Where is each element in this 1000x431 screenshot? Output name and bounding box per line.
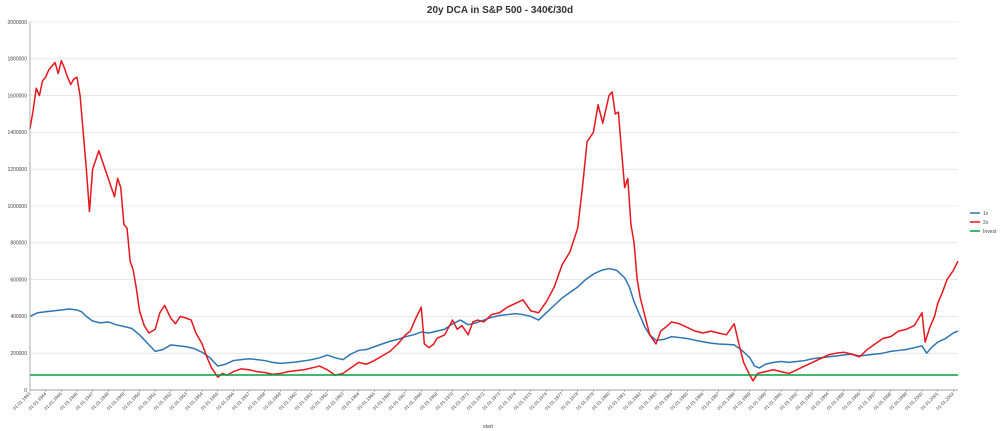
series-line-2x	[29, 59, 959, 382]
y-tick-label: 600000	[10, 277, 27, 283]
y-tick-label: 1400000	[8, 130, 28, 136]
y-tick-label: 1200000	[8, 167, 28, 173]
chart-title: 20y DCA in S&P 500 - 340€/30d	[427, 5, 573, 16]
legend-label: 1x	[983, 211, 989, 217]
y-tick-label: 0	[24, 388, 27, 394]
legend: 1x 2x Invest	[970, 211, 997, 235]
y-tick-label: 1600000	[8, 93, 28, 99]
y-tick-label: 800000	[10, 241, 27, 247]
y-tick-label: 2000000	[8, 20, 28, 26]
series-lines	[29, 59, 959, 382]
x-axis-label: start	[483, 424, 493, 430]
axes	[29, 22, 958, 392]
y-tick-label: 1000000	[8, 204, 28, 210]
y-tick-label: 400000	[10, 314, 27, 320]
legend-label: 2x	[983, 220, 989, 226]
legend-label: Invest	[983, 229, 997, 235]
gridlines	[30, 21, 958, 391]
y-axis-tick-labels: 0 200000 400000 600000 800000 1000000 1200000 1…	[8, 20, 28, 394]
y-tick-label: 200000	[10, 351, 27, 357]
series-line-1x	[29, 267, 959, 369]
y-tick-label: 1800000	[8, 57, 28, 63]
